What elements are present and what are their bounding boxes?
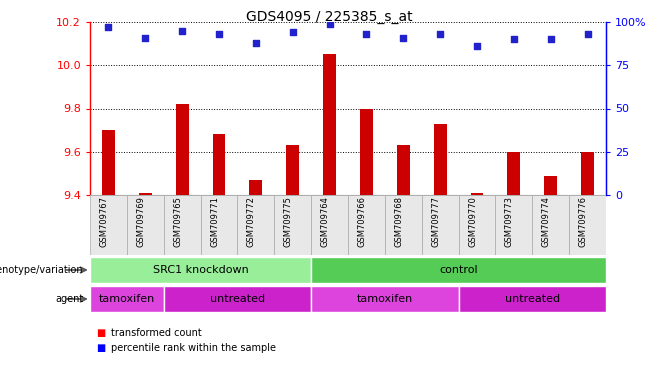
Bar [311, 286, 459, 312]
Text: GSM709776: GSM709776 [578, 196, 588, 247]
Text: ■: ■ [97, 343, 106, 353]
Bar [459, 286, 606, 312]
Text: untreated: untreated [505, 294, 560, 304]
Bar [323, 55, 336, 195]
Point [582, 31, 593, 37]
Bar [495, 195, 532, 255]
Point [214, 31, 224, 37]
Bar [311, 257, 606, 283]
Bar [544, 175, 557, 195]
Point [472, 43, 482, 49]
Bar [213, 134, 226, 195]
Bar [532, 195, 569, 255]
Point [435, 31, 445, 37]
Text: GSM709767: GSM709767 [99, 196, 109, 247]
Bar [274, 195, 311, 255]
Point [140, 35, 151, 41]
Point [509, 36, 519, 42]
Text: untreated: untreated [210, 294, 265, 304]
Text: GSM709774: GSM709774 [542, 196, 551, 247]
Bar [164, 286, 311, 312]
Text: transformed count: transformed count [111, 328, 202, 338]
Text: genotype/variation: genotype/variation [0, 265, 84, 275]
Point [398, 35, 409, 41]
Text: GSM709775: GSM709775 [284, 196, 293, 247]
Text: GSM709777: GSM709777 [431, 196, 440, 247]
Bar [139, 193, 152, 195]
Bar [470, 193, 484, 195]
Bar [311, 195, 348, 255]
Text: agent: agent [55, 294, 84, 304]
Text: GSM709771: GSM709771 [210, 196, 219, 247]
Bar [581, 152, 594, 195]
Text: ■: ■ [97, 328, 106, 338]
Point [251, 40, 261, 46]
Text: GSM709770: GSM709770 [468, 196, 477, 247]
Point [324, 21, 335, 27]
Text: control: control [440, 265, 478, 275]
Point [545, 36, 556, 42]
Text: tamoxifen: tamoxifen [99, 294, 155, 304]
Text: SRC1 knockdown: SRC1 knockdown [153, 265, 249, 275]
Bar [164, 195, 201, 255]
Bar [569, 195, 606, 255]
Text: GSM709764: GSM709764 [320, 196, 330, 247]
Bar [249, 180, 263, 195]
Text: GSM709765: GSM709765 [173, 196, 182, 247]
Text: tamoxifen: tamoxifen [357, 294, 413, 304]
Bar [385, 195, 422, 255]
Bar [176, 104, 189, 195]
Bar [127, 195, 164, 255]
Point [288, 29, 298, 35]
Text: GSM709768: GSM709768 [394, 196, 403, 247]
Text: GDS4095 / 225385_s_at: GDS4095 / 225385_s_at [245, 10, 413, 23]
Text: percentile rank within the sample: percentile rank within the sample [111, 343, 276, 353]
Bar [286, 145, 299, 195]
Bar [360, 109, 373, 195]
Bar [397, 145, 410, 195]
Bar [90, 286, 164, 312]
Point [177, 28, 188, 34]
Bar [422, 195, 459, 255]
Bar [507, 152, 520, 195]
Bar [90, 257, 311, 283]
Text: GSM709773: GSM709773 [505, 196, 514, 247]
Text: GSM709769: GSM709769 [136, 196, 145, 247]
Point [103, 24, 114, 30]
Text: GSM709772: GSM709772 [247, 196, 256, 247]
Bar [348, 195, 385, 255]
Bar [238, 195, 274, 255]
Bar [90, 195, 127, 255]
Bar [201, 195, 238, 255]
Text: GSM709766: GSM709766 [357, 196, 367, 247]
Bar [434, 124, 447, 195]
Bar [102, 130, 115, 195]
Bar [459, 195, 495, 255]
Point [361, 31, 372, 37]
